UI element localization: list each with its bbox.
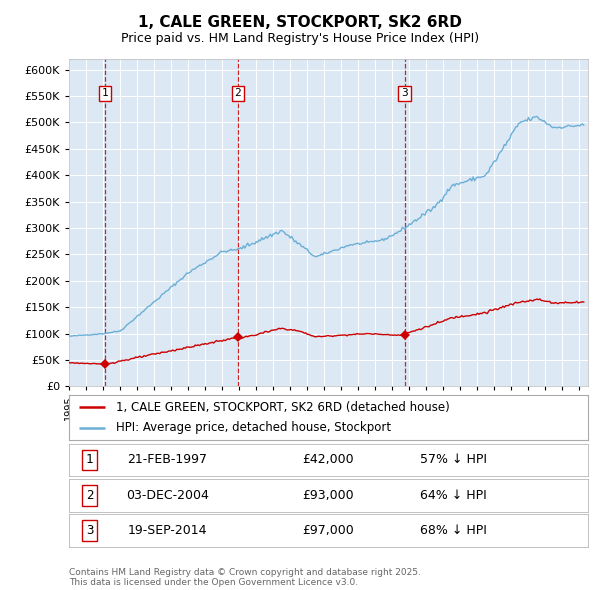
Text: 64% ↓ HPI: 64% ↓ HPI <box>419 489 487 502</box>
Text: 1, CALE GREEN, STOCKPORT, SK2 6RD (detached house): 1, CALE GREEN, STOCKPORT, SK2 6RD (detac… <box>116 401 449 414</box>
Text: 03-DEC-2004: 03-DEC-2004 <box>126 489 209 502</box>
Text: 2: 2 <box>235 88 241 99</box>
Text: £93,000: £93,000 <box>302 489 355 502</box>
Text: HPI: Average price, detached house, Stockport: HPI: Average price, detached house, Stoc… <box>116 421 391 434</box>
Text: 21-FEB-1997: 21-FEB-1997 <box>128 453 208 467</box>
Text: Contains HM Land Registry data © Crown copyright and database right 2025.
This d: Contains HM Land Registry data © Crown c… <box>69 568 421 587</box>
Text: 1: 1 <box>101 88 109 99</box>
Text: £42,000: £42,000 <box>302 453 355 467</box>
Text: £97,000: £97,000 <box>302 524 355 537</box>
Text: Price paid vs. HM Land Registry's House Price Index (HPI): Price paid vs. HM Land Registry's House … <box>121 32 479 45</box>
Text: 1, CALE GREEN, STOCKPORT, SK2 6RD: 1, CALE GREEN, STOCKPORT, SK2 6RD <box>138 15 462 30</box>
Text: 68% ↓ HPI: 68% ↓ HPI <box>419 524 487 537</box>
Text: 2: 2 <box>86 489 94 502</box>
Text: 1: 1 <box>86 453 94 467</box>
Text: 3: 3 <box>86 524 94 537</box>
Text: 3: 3 <box>401 88 408 99</box>
Text: 19-SEP-2014: 19-SEP-2014 <box>128 524 208 537</box>
Text: 57% ↓ HPI: 57% ↓ HPI <box>419 453 487 467</box>
